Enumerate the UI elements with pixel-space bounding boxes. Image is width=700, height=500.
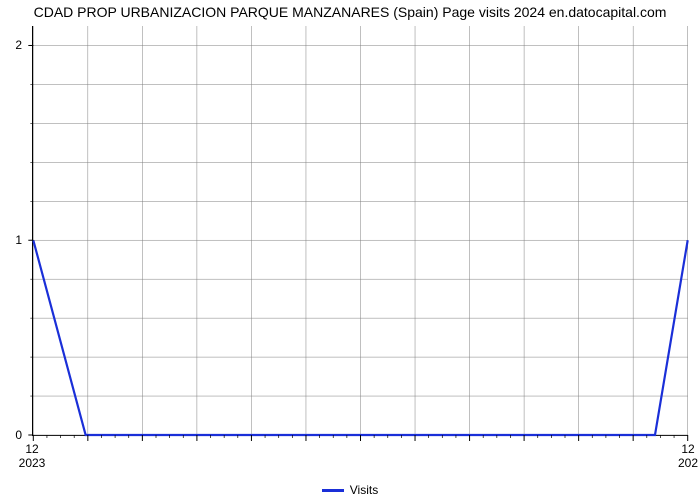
legend: Visits <box>0 482 700 497</box>
chart-title: CDAD PROP URBANIZACION PARQUE MANZANARES… <box>0 4 700 20</box>
x-tick-year: 202 <box>678 456 698 470</box>
y-tick-label: 1 <box>0 233 22 247</box>
legend-label: Visits <box>350 483 378 497</box>
x-tick-label: 12 <box>25 442 38 456</box>
legend-swatch <box>322 489 344 492</box>
y-tick-label: 0 <box>0 428 22 442</box>
x-tick-label: 12 <box>681 442 694 456</box>
y-tick-label: 2 <box>0 38 22 52</box>
plot-area <box>32 26 688 436</box>
visits-chart: CDAD PROP URBANIZACION PARQUE MANZANARES… <box>0 0 700 500</box>
axis-ticks <box>33 26 688 435</box>
x-tick-year: 2023 <box>19 456 46 470</box>
